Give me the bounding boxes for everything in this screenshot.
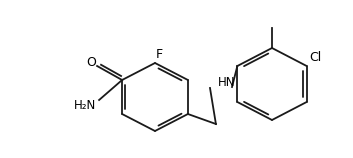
Text: H₂N: H₂N — [74, 98, 96, 112]
Text: O: O — [86, 55, 96, 69]
Text: Cl: Cl — [310, 52, 322, 64]
Text: F: F — [155, 49, 163, 61]
Text: HN: HN — [218, 76, 235, 89]
